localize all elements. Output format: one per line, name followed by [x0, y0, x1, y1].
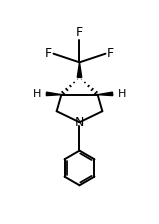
Polygon shape	[77, 62, 82, 77]
Polygon shape	[98, 92, 113, 96]
Polygon shape	[46, 92, 61, 96]
Text: F: F	[76, 26, 83, 39]
Text: F: F	[107, 47, 114, 60]
Text: H: H	[118, 89, 127, 99]
Text: H: H	[32, 89, 41, 99]
Text: F: F	[45, 47, 52, 60]
Text: N: N	[75, 116, 84, 129]
